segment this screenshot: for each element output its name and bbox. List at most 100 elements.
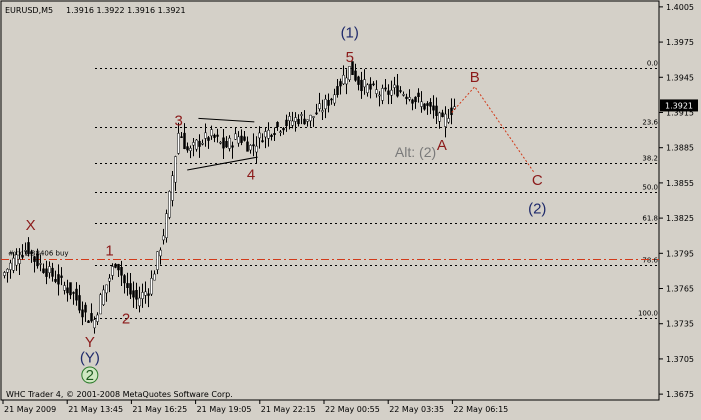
x-tick-label: 21 May 22:15 <box>261 405 316 414</box>
candle-body <box>126 283 129 288</box>
candle-body <box>252 144 255 147</box>
candle-body <box>357 76 360 85</box>
candle-body <box>225 141 228 148</box>
candle-body <box>81 309 84 318</box>
candle-body <box>222 137 225 149</box>
candle-body <box>366 84 369 94</box>
candle-body <box>360 79 363 92</box>
candles <box>3 61 456 334</box>
buy-line-label: #xx 1.38406 buy <box>8 250 69 258</box>
candle-body <box>333 94 336 104</box>
candle-body <box>36 253 39 267</box>
candle-body <box>264 131 267 138</box>
candle-body <box>246 141 249 152</box>
candle-body <box>258 132 261 139</box>
candle-body <box>294 117 297 122</box>
y-tick-label: 1.3855 <box>666 179 694 188</box>
x-tick-label: 21 May 13:45 <box>68 405 123 414</box>
candle-body <box>63 285 66 291</box>
fib-label: 23.6 <box>642 119 658 127</box>
candle-body <box>432 105 435 111</box>
candle-body <box>198 140 201 147</box>
candle-body <box>321 110 324 113</box>
current-price-label: 1.3921 <box>665 101 693 110</box>
annotations: X 1 2 Y(Y) 3 4 5 (1) A B C (2) Alt: (2) 2 <box>26 24 547 384</box>
wave-label: B <box>470 69 480 86</box>
fib-label: 50.0 <box>642 184 658 192</box>
candle-body <box>375 89 378 94</box>
candle-body <box>60 275 63 278</box>
candle-body <box>108 277 111 282</box>
candle-body <box>18 258 21 264</box>
candle-body <box>177 133 180 154</box>
candle-body <box>114 263 117 268</box>
candle-body <box>30 251 33 255</box>
candle-body <box>291 120 294 126</box>
candle-body <box>141 292 144 299</box>
fib-label: 78.6 <box>642 257 658 265</box>
candle-body <box>129 283 132 295</box>
candle-body <box>204 132 207 139</box>
candle-body <box>180 136 183 138</box>
candle-body <box>342 74 345 85</box>
candle-body <box>237 136 240 144</box>
plot-frame <box>0 0 660 401</box>
candle-body <box>393 84 396 88</box>
candle-body <box>234 133 237 140</box>
x-axis: 21 May 2009 21 May 13:45 21 May 16:25 21 Ma… <box>2 400 508 414</box>
candle-body <box>345 77 348 85</box>
candle-body <box>378 94 381 97</box>
candle-body <box>240 135 243 143</box>
candle-body <box>75 288 78 301</box>
candle-body <box>93 319 96 329</box>
candle-body <box>372 83 375 86</box>
candle-body <box>249 145 252 151</box>
candle-body <box>384 87 387 90</box>
candle-body <box>282 128 285 131</box>
y-tick-label: 1.3735 <box>666 320 694 329</box>
candle-body <box>381 88 384 101</box>
y-tick-label: 1.4005 <box>666 3 694 12</box>
wave-label: 1 <box>105 243 113 260</box>
candle-body <box>132 290 135 298</box>
candle-body <box>48 266 51 273</box>
candle-body <box>213 134 216 138</box>
candle-body <box>399 90 402 92</box>
candle-body <box>339 81 342 87</box>
candle-body <box>324 98 327 110</box>
candle-body <box>351 61 354 75</box>
wave-label: 2 <box>122 311 130 328</box>
candle-body <box>69 282 72 296</box>
candle-body <box>3 272 6 276</box>
candle-body <box>186 146 189 151</box>
candle-body <box>438 112 441 122</box>
wave-label: 5 <box>346 49 354 66</box>
candle-body <box>87 320 90 323</box>
candle-body <box>33 256 36 262</box>
triangle-upper-line <box>198 117 255 123</box>
candle-body <box>117 263 120 271</box>
wave-label: Alt: (2) <box>395 144 436 160</box>
candle-body <box>288 116 291 122</box>
candle-body <box>15 254 18 266</box>
candle-body <box>120 267 123 276</box>
candle-body <box>387 90 390 95</box>
candle-body <box>42 268 45 273</box>
candle-body <box>21 255 24 258</box>
fib-levels: 0.0 23.6 38.2 50.0 61.8 78.6 100.0 <box>95 60 659 319</box>
x-tick-label: 21 May 19:05 <box>197 405 252 414</box>
wave-label: (2) <box>528 200 546 217</box>
candle-body <box>429 102 432 107</box>
candle-body <box>171 175 174 201</box>
y-tick-label: 1.3675 <box>666 390 694 399</box>
candle-body <box>147 293 150 296</box>
candle-body <box>279 131 282 133</box>
circled-wave-marker <box>81 366 99 384</box>
fib-label: 61.8 <box>642 215 658 223</box>
candle-body <box>423 103 426 110</box>
wave-label: (Y) <box>80 349 100 366</box>
candle-body <box>135 290 138 300</box>
wave-label: A <box>437 137 447 154</box>
candle-body <box>168 191 171 218</box>
y-tick-label: 1.3945 <box>666 73 694 82</box>
